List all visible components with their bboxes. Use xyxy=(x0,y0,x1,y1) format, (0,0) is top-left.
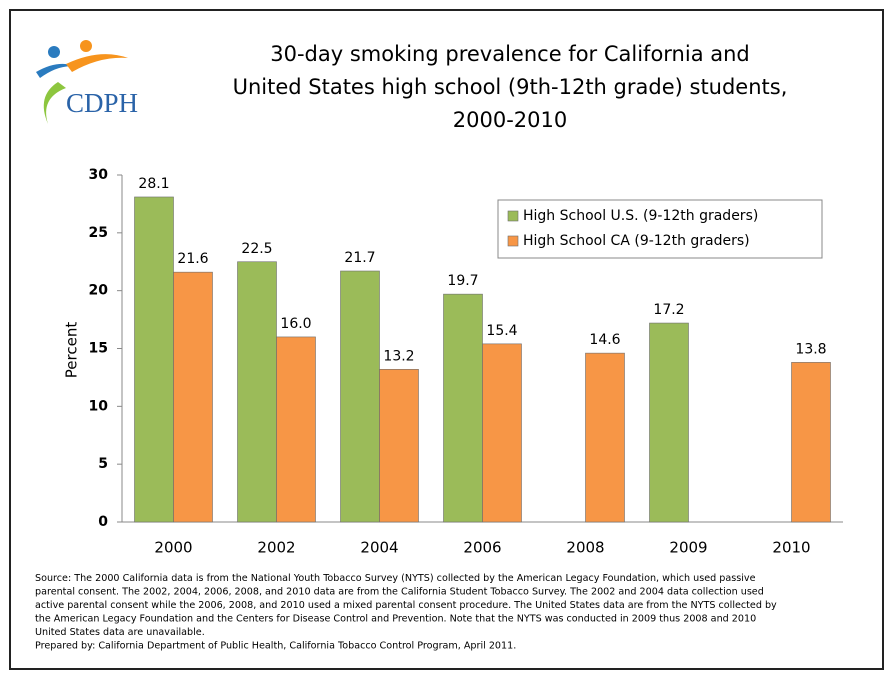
y-tick-label: 0 xyxy=(98,514,108,530)
logo-head xyxy=(48,46,60,58)
bar xyxy=(482,343,522,523)
y-tick-label: 25 xyxy=(89,225,108,241)
value-label: 28.1 xyxy=(138,176,169,192)
value-label: 13.8 xyxy=(795,341,826,357)
x-tick-label: 2006 xyxy=(463,539,501,557)
bar xyxy=(276,336,316,523)
logo-head xyxy=(80,40,92,52)
frame xyxy=(9,9,884,670)
value-label: 14.6 xyxy=(589,332,620,348)
logo-text: CDPH xyxy=(66,88,138,118)
x-tick-label: 2000 xyxy=(154,539,192,557)
bar xyxy=(649,322,689,523)
bar xyxy=(237,261,277,523)
legend-swatch xyxy=(507,210,519,222)
bar xyxy=(379,369,419,523)
value-label: 16.0 xyxy=(280,316,311,332)
x-tick-label: 2004 xyxy=(360,539,398,557)
bar xyxy=(443,293,483,523)
logo-figure xyxy=(66,54,128,72)
source-note: Prepared by: California Department of Pu… xyxy=(35,641,516,652)
y-tick-label: 30 xyxy=(89,167,109,183)
bar xyxy=(173,271,213,523)
value-label: 22.5 xyxy=(241,241,272,257)
legend-swatch xyxy=(507,235,519,247)
bar xyxy=(134,196,174,523)
source-note: United States data are unavailable. xyxy=(35,627,205,638)
legend-label: High School CA (9-12th graders) xyxy=(523,233,750,249)
logo: CDPH xyxy=(36,40,138,124)
source-note: Source: The 2000 California data is from… xyxy=(35,573,756,584)
source-note: parental consent. The 2002, 2004, 2006, … xyxy=(35,587,764,598)
bar xyxy=(585,352,625,523)
legend-box xyxy=(497,199,823,259)
value-label: 21.7 xyxy=(344,250,375,266)
source-note: active parental consent while the 2006, … xyxy=(35,600,777,611)
chart-title: 30-day smoking prevalence for California… xyxy=(270,42,750,66)
chart-title: 2000-2010 xyxy=(453,108,567,132)
value-label: 19.7 xyxy=(447,273,478,289)
value-label: 15.4 xyxy=(486,323,517,339)
x-tick-label: 2010 xyxy=(772,539,810,557)
bar xyxy=(340,270,380,523)
bar xyxy=(791,362,831,523)
legend-label: High School U.S. (9-12th graders) xyxy=(523,208,758,224)
value-label: 21.6 xyxy=(177,251,208,267)
source-note: the American Legacy Foundation and the C… xyxy=(35,614,756,625)
logo-figure xyxy=(36,63,80,78)
y-tick-label: 5 xyxy=(98,456,108,472)
y-tick-label: 10 xyxy=(89,398,109,414)
chart-title: United States high school (9th-12th grad… xyxy=(233,75,788,99)
x-tick-label: 2009 xyxy=(669,539,707,557)
x-tick-label: 2002 xyxy=(257,539,295,557)
x-tick-label: 2008 xyxy=(566,539,604,557)
y-axis-label: Percent xyxy=(63,322,81,379)
value-label: 13.2 xyxy=(383,348,414,364)
value-label: 17.2 xyxy=(653,302,684,318)
y-tick-label: 20 xyxy=(89,283,109,299)
logo-figure xyxy=(43,82,66,124)
y-tick-label: 15 xyxy=(89,341,108,357)
